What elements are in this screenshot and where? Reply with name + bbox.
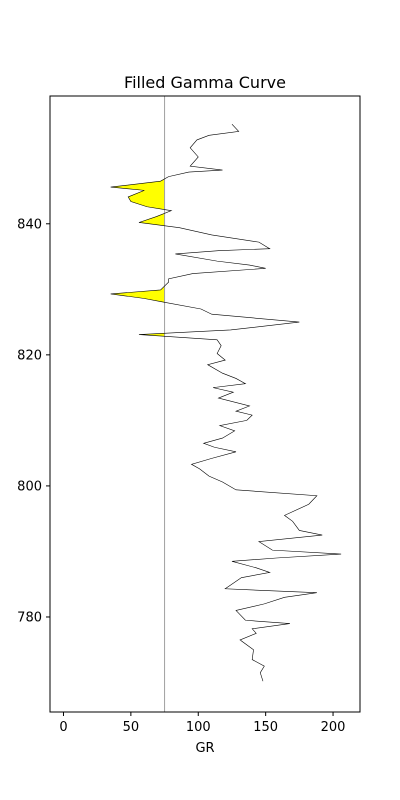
- x-tick-label: 0: [59, 720, 67, 735]
- x-tick-label: 150: [253, 720, 278, 735]
- y-tick-label: 780: [17, 610, 42, 625]
- plot-area: 0 50 100 150 200 780 800 820 840: [17, 95, 361, 735]
- chart-title: Filled Gamma Curve: [124, 73, 286, 92]
- x-tick-label: 100: [186, 720, 211, 735]
- x-tick-label: 200: [321, 720, 346, 735]
- plot-frame: [49, 95, 361, 713]
- gr-fill-region: [110, 286, 165, 303]
- y-tick-label: 820: [17, 348, 42, 363]
- x-tick-label: 50: [123, 720, 140, 735]
- x-axis-label: GR: [195, 741, 214, 756]
- gr-fill-region: [110, 178, 165, 210]
- gr-curve-line: [110, 123, 342, 682]
- gr-fill-region: [138, 213, 165, 226]
- y-tick-label: 840: [17, 217, 42, 232]
- y-tick-label: 800: [17, 479, 42, 494]
- gr-fill-region: [138, 333, 165, 337]
